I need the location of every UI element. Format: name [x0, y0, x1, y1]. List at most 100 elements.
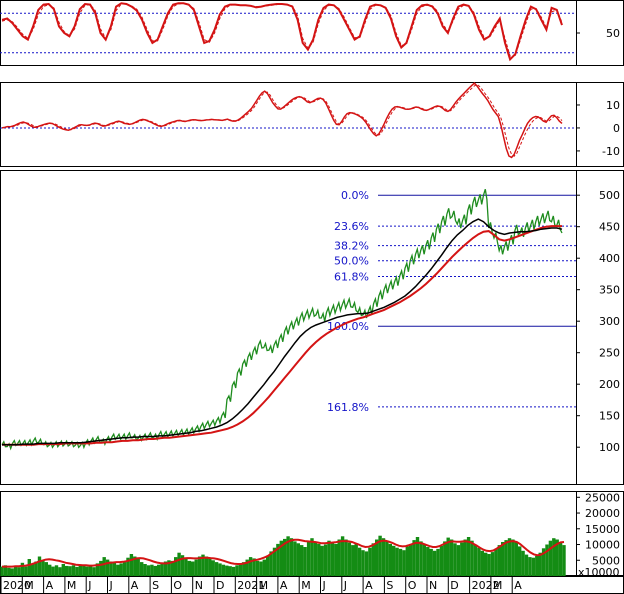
price-red-moving-average: [2, 225, 562, 446]
volume-bar: [466, 537, 471, 576]
volume-bar: [143, 564, 147, 576]
volume-bar: [388, 543, 392, 576]
volume-bar: [54, 565, 59, 576]
volume-bar: [194, 559, 198, 576]
volume-bar: [296, 543, 300, 576]
price-tick-label: 350: [599, 284, 620, 297]
volume-bar: [255, 560, 260, 576]
volume-bar: [109, 561, 113, 576]
volume-bar: [75, 566, 79, 576]
volume-bar: [375, 539, 379, 576]
volume-bar: [119, 563, 123, 576]
volume-bar: [409, 544, 413, 576]
volume-bar: [163, 561, 168, 576]
volume-bar: [334, 543, 338, 576]
volume-bar: [187, 560, 191, 576]
volume-bar: [180, 555, 185, 576]
volume-bar: [272, 547, 277, 576]
price-tick-label: 150: [599, 410, 620, 423]
volume-bar: [398, 548, 403, 576]
volume-bar: [85, 566, 89, 576]
volume-bar: [95, 563, 100, 576]
volume-bar: [51, 566, 55, 576]
x-axis-label: O: [408, 579, 417, 592]
volume-bar: [446, 537, 450, 576]
volume-bar: [303, 547, 307, 576]
volume-bar: [422, 544, 427, 576]
volume-bar: [126, 557, 130, 576]
volume-bar: [150, 564, 154, 576]
volume-bar: [88, 565, 93, 576]
volume-bar: [214, 562, 219, 576]
x-axis-label: 2021: [237, 579, 265, 592]
x-axis-label: A: [514, 579, 522, 592]
volume-bar: [248, 557, 253, 576]
volume-bar: [17, 567, 21, 576]
volume-bar: [470, 540, 474, 576]
volume-bar: [484, 552, 488, 576]
x-axis-label: 2020: [3, 579, 31, 592]
volume-bar: [13, 565, 18, 576]
price-tick-label: 400: [599, 252, 620, 265]
x-axis-label: S: [152, 579, 159, 592]
volume-bar: [449, 539, 454, 576]
volume-bar: [354, 543, 358, 576]
volume-bar: [524, 554, 529, 576]
volume-tick-label: 5000: [592, 554, 620, 567]
fib-level-label: 100.0%: [327, 320, 369, 333]
volume-bar: [177, 552, 181, 576]
x-axis-label: N: [429, 579, 437, 592]
volume-tick-label: 15000: [585, 523, 620, 536]
volume-bar: [300, 545, 304, 576]
volume-bar: [357, 547, 362, 576]
volume-bar: [140, 562, 144, 576]
volume-bar: [201, 554, 205, 576]
volume-unit-label: x10000: [578, 566, 620, 579]
volume-bar: [368, 547, 372, 576]
price-tick-label: 450: [599, 221, 620, 234]
volume-bar: [78, 564, 82, 576]
volume-bar: [266, 555, 270, 576]
x-axis-label: M: [259, 579, 269, 592]
volume-bar: [10, 568, 14, 576]
volume-bar: [456, 545, 461, 576]
volume-bar: [68, 566, 72, 576]
oscillator-tick-label: 50: [606, 27, 620, 40]
volume-bar: [531, 557, 536, 576]
volume-bar: [262, 559, 266, 576]
volume-bar: [460, 542, 464, 576]
volume-bar: [170, 560, 174, 576]
x-axis-label: A: [46, 579, 54, 592]
volume-bar: [252, 558, 256, 576]
volume-bar: [48, 564, 52, 576]
volume-bar: [405, 546, 409, 576]
volume-bar: [351, 545, 355, 576]
x-axis-frame: [0, 576, 624, 594]
volume-bar: [231, 566, 236, 576]
x-axis-label: M: [493, 579, 503, 592]
x-axis-label: J: [343, 579, 347, 592]
fib-level-label: 161.8%: [327, 401, 369, 414]
volume-bar: [381, 538, 386, 576]
x-axis-label: O: [173, 579, 182, 592]
fib-level-label: 50.0%: [334, 255, 369, 268]
volume-bar: [477, 547, 481, 576]
volume-bar: [327, 540, 331, 576]
volume-bar: [548, 540, 553, 576]
volume-bar: [392, 545, 396, 576]
volume-bar: [269, 551, 273, 576]
volume-bar: [497, 545, 501, 576]
volume-bar: [514, 542, 518, 576]
volume-bar: [439, 545, 444, 576]
volume-bar: [306, 541, 311, 576]
volume-bar: [184, 557, 188, 576]
volume-bar: [153, 565, 157, 576]
volume-bar: [242, 562, 246, 576]
fib-level-label: 61.8%: [334, 270, 369, 283]
volume-bar: [535, 555, 539, 576]
volume-bar: [385, 541, 389, 576]
x-axis-label: A: [131, 579, 139, 592]
volume-bar: [44, 562, 48, 576]
x-axis-label: A: [365, 579, 373, 592]
